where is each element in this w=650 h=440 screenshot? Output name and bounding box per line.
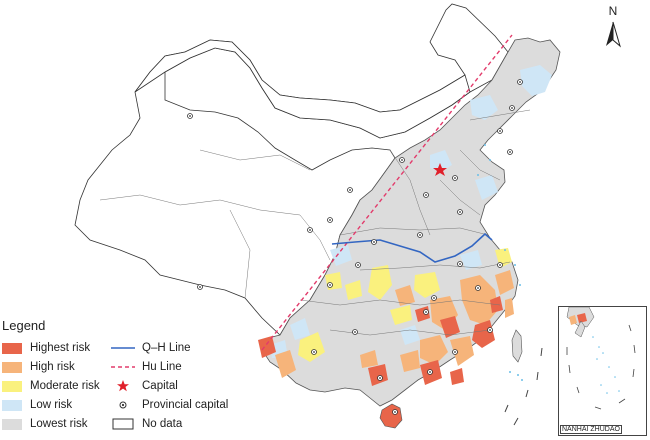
- high-risk-swatch: [2, 361, 22, 373]
- legend-item-hu-line: Hu Line: [110, 359, 182, 375]
- dashed-line-icon: [110, 360, 136, 374]
- legend-item-capital: Capital: [110, 378, 178, 394]
- low-risk-swatch: [2, 399, 22, 411]
- highest-risk-swatch: [2, 342, 22, 354]
- legend-label: Capital: [142, 380, 178, 392]
- inset-south-sea-map: [566, 307, 636, 410]
- legend-label: Lowest risk: [30, 418, 88, 430]
- province-boundaries: [99, 109, 531, 336]
- provincial-capitals: [187, 79, 523, 415]
- outline-swatch-icon: [110, 417, 136, 431]
- moderate-risk-swatch: [2, 380, 22, 392]
- legend-item-qh-line: Q–H Line: [110, 340, 191, 356]
- inset-label: NANHAI ZHUDAO: [560, 425, 622, 434]
- legend-item-provincial-capital: Provincial capital: [110, 397, 228, 413]
- northwest-border: [134, 39, 471, 139]
- legend-item-moderate-risk: Moderate risk: [2, 378, 100, 394]
- legend-item-highest-risk: Highest risk: [2, 340, 90, 356]
- legend-item-low-risk: Low risk: [2, 397, 72, 413]
- legend-label: Moderate risk: [30, 380, 100, 392]
- legend-label: High risk: [30, 361, 75, 373]
- inset-map: NANHAI ZHUDAO: [558, 306, 647, 436]
- taiwan-island: [511, 329, 523, 363]
- legend: Legend Highest risk High risk Moderate r…: [2, 318, 252, 438]
- capital-star-icon: [433, 163, 447, 176]
- star-icon: [110, 379, 136, 393]
- north-arrow: N: [598, 4, 628, 48]
- legend-label: Highest risk: [30, 342, 91, 354]
- legend-label: No data: [142, 418, 183, 430]
- legend-label: Low risk: [30, 399, 73, 411]
- north-arrow-icon: [606, 21, 621, 48]
- legend-label: Provincial capital: [142, 399, 229, 411]
- qh-line: [331, 232, 493, 263]
- north-label: N: [608, 4, 618, 18]
- south-sea-boundary-dashes: [504, 347, 543, 426]
- legend-label: Hu Line: [142, 361, 182, 373]
- legend-item-high-risk: High risk: [2, 359, 75, 375]
- coastline-islands: [477, 144, 523, 381]
- lowest-risk-swatch: [2, 418, 22, 430]
- dot-icon: [110, 398, 136, 412]
- solid-line-icon: [110, 341, 136, 355]
- legend-item-lowest-risk: Lowest risk: [2, 416, 88, 432]
- legend-label: Q–H Line: [142, 342, 191, 354]
- legend-item-no-data: No data: [110, 416, 182, 432]
- hainan-island: [379, 403, 403, 429]
- legend-title: Legend: [2, 318, 46, 333]
- risk-patches: [258, 65, 552, 386]
